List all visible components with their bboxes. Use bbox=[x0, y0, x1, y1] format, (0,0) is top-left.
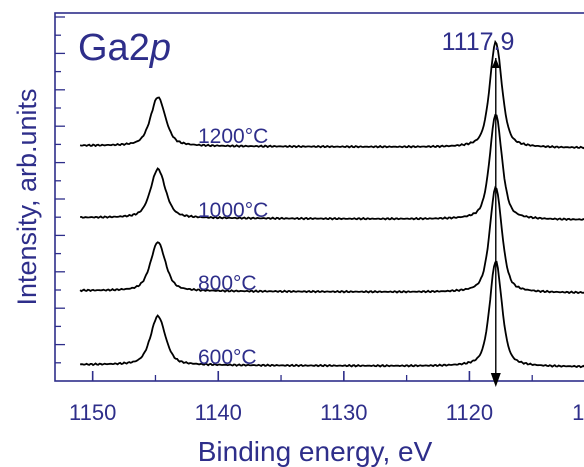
series-label: 1200°C bbox=[198, 125, 268, 148]
peak-annotation: 1117.9 bbox=[442, 28, 515, 56]
series-labels: 600°C 800°C 1000°C 1200°C bbox=[198, 125, 268, 369]
chart-title: Ga2p bbox=[78, 27, 171, 69]
x-tick-label: 1150 bbox=[69, 400, 116, 425]
plot-frame bbox=[54, 12, 584, 382]
x-tick-label: 1140 bbox=[195, 400, 242, 425]
y-axis-label: Intensity, arb.units bbox=[12, 88, 42, 305]
series-label: 600°C bbox=[198, 346, 257, 369]
spectrum-line bbox=[79, 113, 584, 221]
x-minor-ticks bbox=[154, 375, 533, 381]
series-label: 1000°C bbox=[198, 199, 268, 222]
x-tick-label: 1110 bbox=[572, 400, 584, 425]
x-axis-label: Binding energy, eV bbox=[198, 436, 433, 467]
spectra bbox=[79, 39, 584, 369]
arrow-tail bbox=[491, 58, 500, 68]
spectrum-line bbox=[79, 39, 584, 150]
arrow-head bbox=[490, 373, 501, 387]
y-ticks bbox=[55, 16, 65, 364]
x-tick-label: 1120 bbox=[446, 400, 493, 425]
spectrum-line bbox=[79, 185, 584, 295]
x-tick-label: 1130 bbox=[320, 400, 367, 425]
peak-marker bbox=[490, 58, 501, 387]
series-label: 800°C bbox=[198, 272, 257, 295]
x-ticks: 1150 1140 1130 1120 1110 bbox=[69, 371, 584, 425]
spectrum-line bbox=[79, 260, 584, 369]
